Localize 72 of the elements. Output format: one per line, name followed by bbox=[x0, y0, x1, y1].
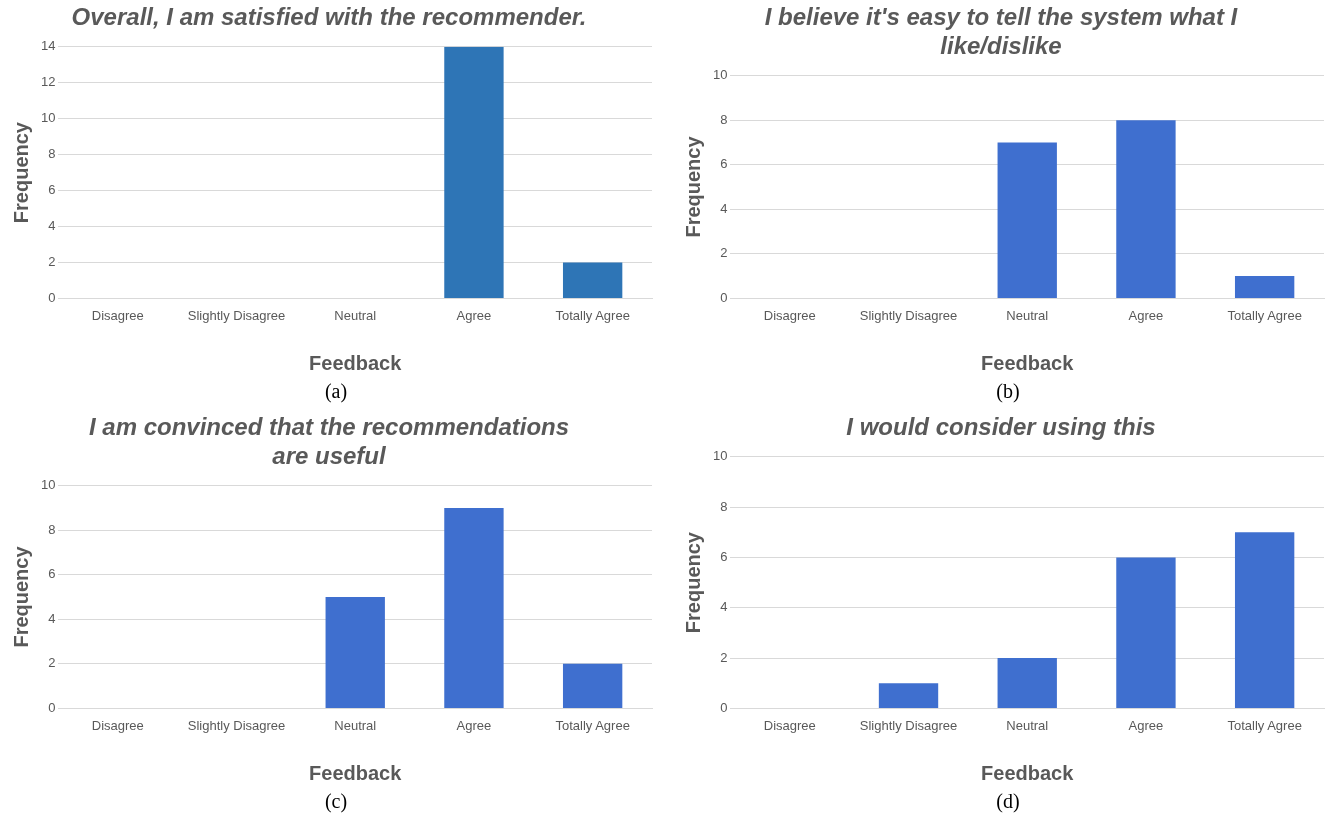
bar bbox=[444, 507, 504, 708]
y-tick-label: 0 bbox=[48, 289, 56, 305]
bar bbox=[1234, 532, 1295, 708]
bar bbox=[562, 663, 623, 708]
y-tick-label: 14 bbox=[40, 38, 56, 54]
y-tick-label: 0 bbox=[48, 699, 56, 715]
y-tick-label: 2 bbox=[720, 245, 728, 261]
y-tick-label: 4 bbox=[48, 218, 56, 234]
x-tick-label: Disagree bbox=[91, 717, 144, 733]
y-tick-label: 6 bbox=[720, 549, 728, 565]
x-tick-label: Neutral bbox=[1006, 307, 1049, 323]
text: (b) bbox=[995, 380, 1021, 404]
x-tick-label: Disagree bbox=[91, 307, 144, 323]
bar bbox=[997, 142, 1057, 298]
chart-title: I am convinced that the recommendations are useful bbox=[88, 413, 570, 469]
chart-title: Overall, I am satisfied with the recommender. bbox=[71, 3, 587, 31]
x-axis-title: Feedback bbox=[981, 351, 1075, 374]
y-tick-label: 10 bbox=[712, 448, 728, 464]
x-axis-title: Feedback bbox=[981, 761, 1075, 784]
y-tick-label: 2 bbox=[48, 655, 56, 671]
chart-title: I would consider using this bbox=[846, 413, 1156, 441]
y-tick-label: 8 bbox=[48, 146, 56, 162]
bar bbox=[997, 658, 1057, 708]
bar bbox=[1234, 276, 1295, 298]
y-tick-label: 12 bbox=[40, 74, 56, 90]
y-tick-label: 4 bbox=[48, 610, 56, 626]
x-tick-label: Totally Agree bbox=[555, 717, 630, 733]
x-tick-label: Agree bbox=[456, 717, 492, 733]
x-tick-label: Disagree bbox=[763, 307, 816, 323]
x-tick-label: Neutral bbox=[1006, 717, 1049, 733]
y-tick-label: 10 bbox=[40, 110, 56, 126]
y-tick-label: 8 bbox=[720, 111, 728, 127]
x-tick-label: Neutral bbox=[334, 307, 377, 323]
x-tick-label: Slightly Disagree bbox=[187, 307, 286, 323]
y-axis-title: Frequency bbox=[9, 121, 32, 224]
y-tick-label: 10 bbox=[40, 477, 56, 493]
y-tick-label: 4 bbox=[720, 599, 728, 615]
x-axis-title: Feedback bbox=[309, 761, 403, 784]
x-tick-label: Agree bbox=[1128, 307, 1164, 323]
text: (d) bbox=[995, 790, 1021, 814]
bar bbox=[1116, 557, 1176, 708]
x-axis-title: Feedback bbox=[309, 351, 403, 374]
y-tick-label: 2 bbox=[48, 254, 56, 270]
x-tick-label: Totally Agree bbox=[1227, 307, 1302, 323]
y-tick-label: 6 bbox=[720, 156, 728, 172]
y-tick-label: 0 bbox=[720, 289, 728, 305]
y-tick-label: 2 bbox=[720, 649, 728, 665]
x-tick-label: Agree bbox=[456, 307, 492, 323]
y-tick-label: 8 bbox=[720, 498, 728, 514]
bar bbox=[1116, 120, 1176, 298]
y-axis-title: Frequency bbox=[681, 135, 704, 238]
y-tick-label: 0 bbox=[720, 699, 728, 715]
chart-title: I believe it's easy to tell the system what I like/dislike bbox=[764, 3, 1239, 59]
y-tick-label: 6 bbox=[48, 182, 56, 198]
y-tick-label: 6 bbox=[48, 566, 56, 582]
x-tick-label: Agree bbox=[1128, 717, 1164, 733]
text: (a) bbox=[323, 380, 349, 405]
x-tick-label: Totally Agree bbox=[555, 307, 630, 323]
bar bbox=[878, 683, 939, 708]
y-tick-label: 10 bbox=[712, 67, 728, 83]
x-tick-label: Totally Agree bbox=[1227, 717, 1302, 733]
x-tick-label: Slightly Disagree bbox=[859, 717, 958, 733]
y-tick-label: 8 bbox=[48, 521, 56, 537]
y-tick-label: 4 bbox=[720, 200, 728, 216]
x-tick-label: Slightly Disagree bbox=[187, 717, 286, 733]
x-tick-label: Neutral bbox=[334, 717, 377, 733]
x-tick-label: Slightly Disagree bbox=[859, 307, 958, 323]
y-axis-title: Frequency bbox=[681, 531, 704, 634]
x-tick-label: Disagree bbox=[763, 717, 816, 733]
text: (c) bbox=[323, 790, 349, 815]
y-axis-title: Frequency bbox=[9, 545, 32, 648]
bar bbox=[325, 597, 385, 708]
